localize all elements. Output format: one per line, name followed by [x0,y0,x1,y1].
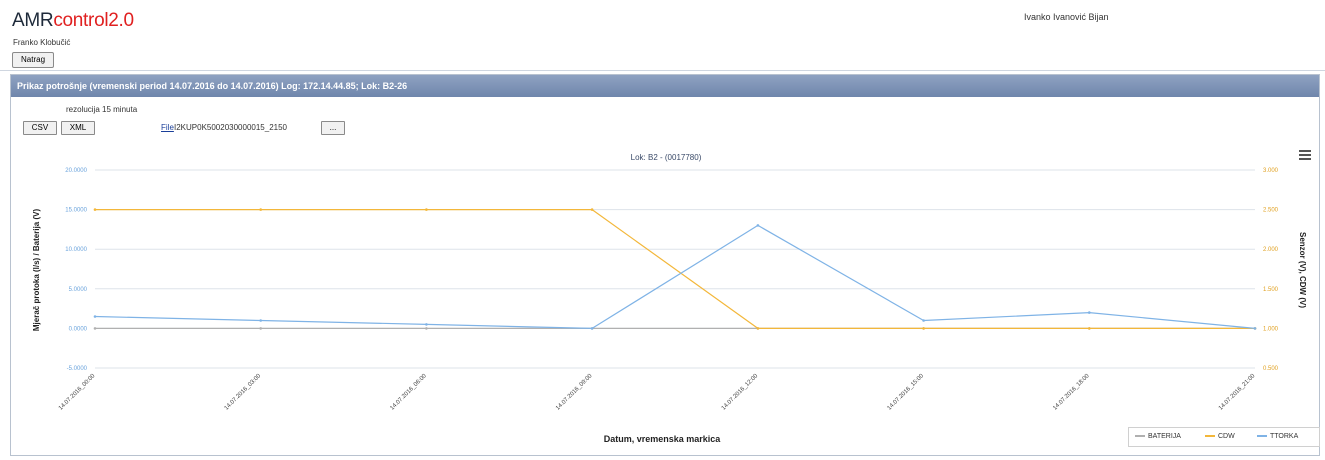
series-line-ttorka [94,224,1256,329]
right-tick-label: 0.500 [1263,366,1279,372]
y-axis-left-label: Mjerač protoka (l/s) / Baterija (V) [32,209,41,332]
left-axis-ticks: 20.0000 15.0000 10.0000 5.0000 0.0000 -5.0000 [65,168,87,372]
data-point-ttorka [259,319,263,322]
legend-label: BATERIJA [1148,433,1181,440]
data-point-cdw [93,208,97,211]
export-xml-button[interactable]: XML [61,121,95,135]
data-point-baterija [93,327,97,330]
data-point-ttorka [1088,311,1091,314]
right-tick-label: 2.500 [1263,208,1279,214]
right-tick-label: 3.000 [1263,168,1279,174]
x-tick-label: 14.07.2016_06:00 [389,373,428,412]
brand-suffix: control2.0 [53,10,134,31]
back-button[interactable]: Natrag [12,52,55,68]
left-tick-label: 5.0000 [69,287,88,293]
legend-item-baterija[interactable]: BATERIJA [1135,428,1181,446]
data-point-cdw [259,208,263,211]
brand-prefix: AMR [12,10,54,31]
x-tick-label: 14.07.2016_00:00 [58,373,97,412]
data-point-ttorka [1253,327,1257,330]
data-point-cdw [922,327,925,330]
data-point-cdw [1088,327,1091,330]
right-axis-ticks: 3.000 2.500 2.000 1.500 1.000 0.500 [1263,168,1279,372]
legend-label: CDW [1218,433,1235,440]
series-line-cdw [95,209,1255,329]
legend-label: TTORKA [1270,433,1299,440]
legend-swatch [1135,435,1145,438]
data-point-cdw [590,208,594,211]
right-tick-label: 2.000 [1263,247,1279,253]
left-tick-label: 0.0000 [69,326,88,332]
logged-user-name: Ivanko Ivanović Bijan [1024,12,1109,22]
file-link[interactable]: File [161,123,174,132]
left-tick-label: -5.0000 [67,366,88,372]
legend-swatch [1257,435,1267,438]
x-tick-label: 14.07.2016_15:00 [887,373,926,412]
data-point-ttorka [590,327,594,330]
data-point-ttorka [425,323,428,326]
export-csv-button[interactable]: CSV [23,121,57,135]
chart-legend: BATERIJA CDW TTORKA [1128,427,1320,447]
legend-swatch [1205,435,1215,438]
x-tick-label: 14.07.2016_09:00 [555,373,594,412]
x-axis-label: Datum, vremenska markica [604,434,722,444]
top-divider [0,70,1325,71]
x-tick-label: 14.07.2016_18:00 [1052,373,1091,412]
right-tick-label: 1.000 [1263,326,1279,332]
legend-item-cdw[interactable]: CDW [1205,428,1235,446]
data-point-ttorka [922,319,925,322]
left-tick-label: 10.0000 [65,247,87,253]
panel-header: Prikaz potrošnje (vremenski period 14.07… [11,75,1319,97]
left-tick-label: 20.0000 [65,168,87,174]
chart-title: Lok: B2 - (0017780) [630,153,702,162]
browse-file-button[interactable]: ... [321,121,345,135]
y-axis-right-label: Senzor (V), CDW (V) [1298,232,1307,308]
x-axis-ticks: 14.07.2016_00:00 14.07.2016_03:00 14.07.20… [58,373,1257,412]
data-point-baterija [259,327,263,330]
consumption-panel: Prikaz potrošnje (vremenski period 14.07… [10,74,1320,456]
legend-item-ttorka[interactable]: TTORKA [1257,428,1298,446]
user-subtitle: Franko Klobučić [13,38,71,47]
chart-series [93,208,1257,330]
data-point-ttorka [756,224,760,227]
x-tick-label: 14.07.2016_03:00 [224,373,263,412]
app-brand: AMRcontrol2.0 [12,10,134,32]
hamburger-menu-icon[interactable] [1299,150,1311,160]
resolution-label: rezolucija 15 minuta [66,105,138,114]
right-tick-label: 1.500 [1263,287,1279,293]
x-tick-label: 14.07.2016_12:00 [721,373,760,412]
data-point-ttorka [93,315,97,318]
data-point-baterija [425,327,428,330]
left-tick-label: 15.0000 [65,208,87,214]
data-point-cdw [756,327,760,330]
file-name: I2KUP0K5002030000015_2150 [174,123,287,132]
x-tick-label: 14.07.2016_21:00 [1218,373,1257,412]
data-point-cdw [425,208,428,211]
